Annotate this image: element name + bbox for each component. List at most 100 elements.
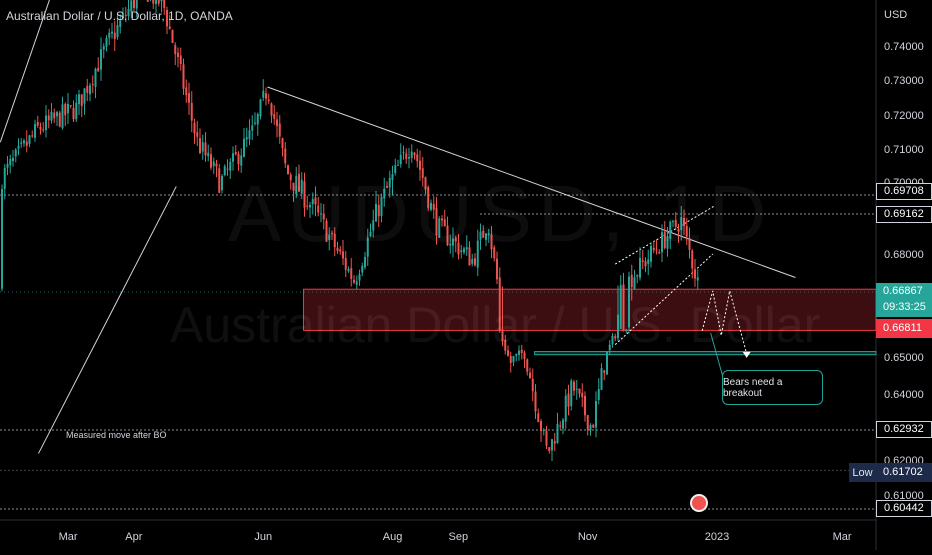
candle-body-29 bbox=[80, 94, 83, 106]
candle-body-11 bbox=[31, 135, 34, 137]
candle-body-53 bbox=[146, 0, 149, 2]
candle-body-223 bbox=[614, 336, 617, 339]
candle-body-94 bbox=[259, 99, 262, 117]
candle-body-46 bbox=[127, 9, 130, 16]
candle-body-75 bbox=[207, 152, 210, 157]
candle-body-77 bbox=[212, 161, 215, 167]
candle-body-228 bbox=[628, 276, 630, 328]
price-tag-p2: 0.69162 bbox=[876, 206, 932, 223]
candle-body-156 bbox=[430, 202, 432, 210]
candle-body-47 bbox=[130, 0, 133, 12]
candle-body-171 bbox=[471, 258, 474, 264]
candle-body-188 bbox=[518, 350, 520, 355]
candle-body-142 bbox=[391, 173, 394, 181]
candle-body-84 bbox=[232, 153, 234, 162]
candle-body-72 bbox=[199, 138, 201, 153]
candle-body-207 bbox=[570, 380, 573, 406]
candle-body-144 bbox=[397, 164, 399, 166]
candle-body-253 bbox=[696, 277, 699, 281]
watermark-symbol: AUDUSD, 1D bbox=[228, 169, 773, 258]
candle-body-34 bbox=[94, 68, 97, 87]
candle-body-205 bbox=[564, 395, 567, 422]
candle-body-210 bbox=[578, 388, 581, 394]
candle-body-160 bbox=[441, 218, 443, 221]
candle-body-8 bbox=[23, 140, 25, 144]
candle-body-85 bbox=[234, 152, 237, 155]
candle-body-21 bbox=[58, 112, 61, 127]
candle-body-209 bbox=[575, 388, 578, 390]
candle-body-28 bbox=[78, 94, 80, 105]
candle-body-0 bbox=[1, 188, 3, 289]
measured-move-note[interactable]: Measured move after BO bbox=[66, 430, 167, 440]
callout-note[interactable]: Bears need a breakout bbox=[722, 370, 823, 405]
candle-body-125 bbox=[344, 257, 347, 270]
candle-body-5 bbox=[14, 149, 17, 157]
candle-body-101 bbox=[278, 123, 281, 137]
events-flag-icon[interactable] bbox=[690, 494, 708, 512]
candle-body-60 bbox=[166, 9, 168, 27]
candle-body-140 bbox=[386, 185, 388, 188]
candle-body-184 bbox=[507, 350, 509, 356]
bar-countdown: 09:33:25 bbox=[883, 301, 926, 313]
candle-body-137 bbox=[377, 205, 380, 217]
candle-body-36 bbox=[100, 49, 102, 70]
candle-body-83 bbox=[229, 161, 232, 171]
candle-body-82 bbox=[226, 168, 229, 170]
candle-body-63 bbox=[174, 45, 177, 55]
candle-body-13 bbox=[36, 121, 39, 126]
candle-body-246 bbox=[677, 228, 680, 232]
candle-body-244 bbox=[672, 221, 674, 223]
candle-body-157 bbox=[432, 203, 435, 210]
candle-body-234 bbox=[644, 261, 647, 267]
candle-body-31 bbox=[86, 85, 89, 93]
candle-body-221 bbox=[608, 344, 611, 351]
price-tag-p4: 0.62932 bbox=[876, 421, 932, 438]
candle-body-233 bbox=[641, 260, 644, 262]
projection-arrowhead bbox=[742, 351, 751, 358]
candle-body-168 bbox=[463, 248, 465, 253]
candle-body-155 bbox=[427, 187, 430, 209]
candle-body-40 bbox=[111, 31, 113, 34]
candle-body-78 bbox=[215, 163, 218, 167]
candle-body-126 bbox=[347, 268, 350, 272]
candle-body-227 bbox=[625, 329, 628, 332]
candle-body-238 bbox=[655, 249, 658, 251]
candle-body-165 bbox=[454, 237, 457, 242]
y-tick-5: 0.68000 bbox=[884, 249, 924, 261]
candle-body-250 bbox=[688, 238, 691, 250]
y-tick-0: 0.74000 bbox=[884, 41, 924, 53]
candle-body-107 bbox=[295, 175, 298, 194]
candle-body-146 bbox=[402, 152, 405, 154]
candle-body-26 bbox=[72, 107, 75, 120]
candle-body-111 bbox=[306, 205, 309, 207]
candle-body-192 bbox=[529, 372, 531, 379]
candle-body-154 bbox=[424, 177, 427, 190]
currency-label[interactable]: USD bbox=[884, 9, 908, 21]
y-tick-6: 0.65000 bbox=[884, 352, 924, 364]
x-tick-2: Jun bbox=[254, 531, 272, 543]
candle-body-232 bbox=[639, 258, 641, 278]
candle-body-195 bbox=[537, 413, 540, 422]
candle-body-138 bbox=[380, 196, 383, 216]
candle-body-213 bbox=[586, 414, 589, 430]
candle-body-91 bbox=[251, 125, 254, 131]
candle-body-102 bbox=[281, 138, 284, 149]
candle-body-162 bbox=[446, 225, 449, 246]
watermark-name: Australian Dollar / U.S. Dollar bbox=[170, 297, 821, 353]
candle-body-96 bbox=[265, 93, 267, 99]
candle-body-180 bbox=[496, 258, 498, 280]
candle-body-196 bbox=[540, 421, 542, 432]
y-tick-2: 0.72000 bbox=[884, 110, 924, 122]
candle-body-226 bbox=[622, 284, 625, 331]
candle-body-149 bbox=[410, 151, 413, 158]
candle-body-70 bbox=[193, 122, 196, 134]
candle-body-193 bbox=[531, 378, 534, 392]
candle-body-30 bbox=[83, 88, 86, 104]
candle-body-136 bbox=[375, 204, 377, 222]
candle-body-204 bbox=[562, 419, 564, 429]
candle-body-62 bbox=[171, 29, 174, 44]
candle-body-173 bbox=[476, 240, 479, 268]
current-price-tag: 0.66867 09:33:25 bbox=[876, 283, 932, 317]
